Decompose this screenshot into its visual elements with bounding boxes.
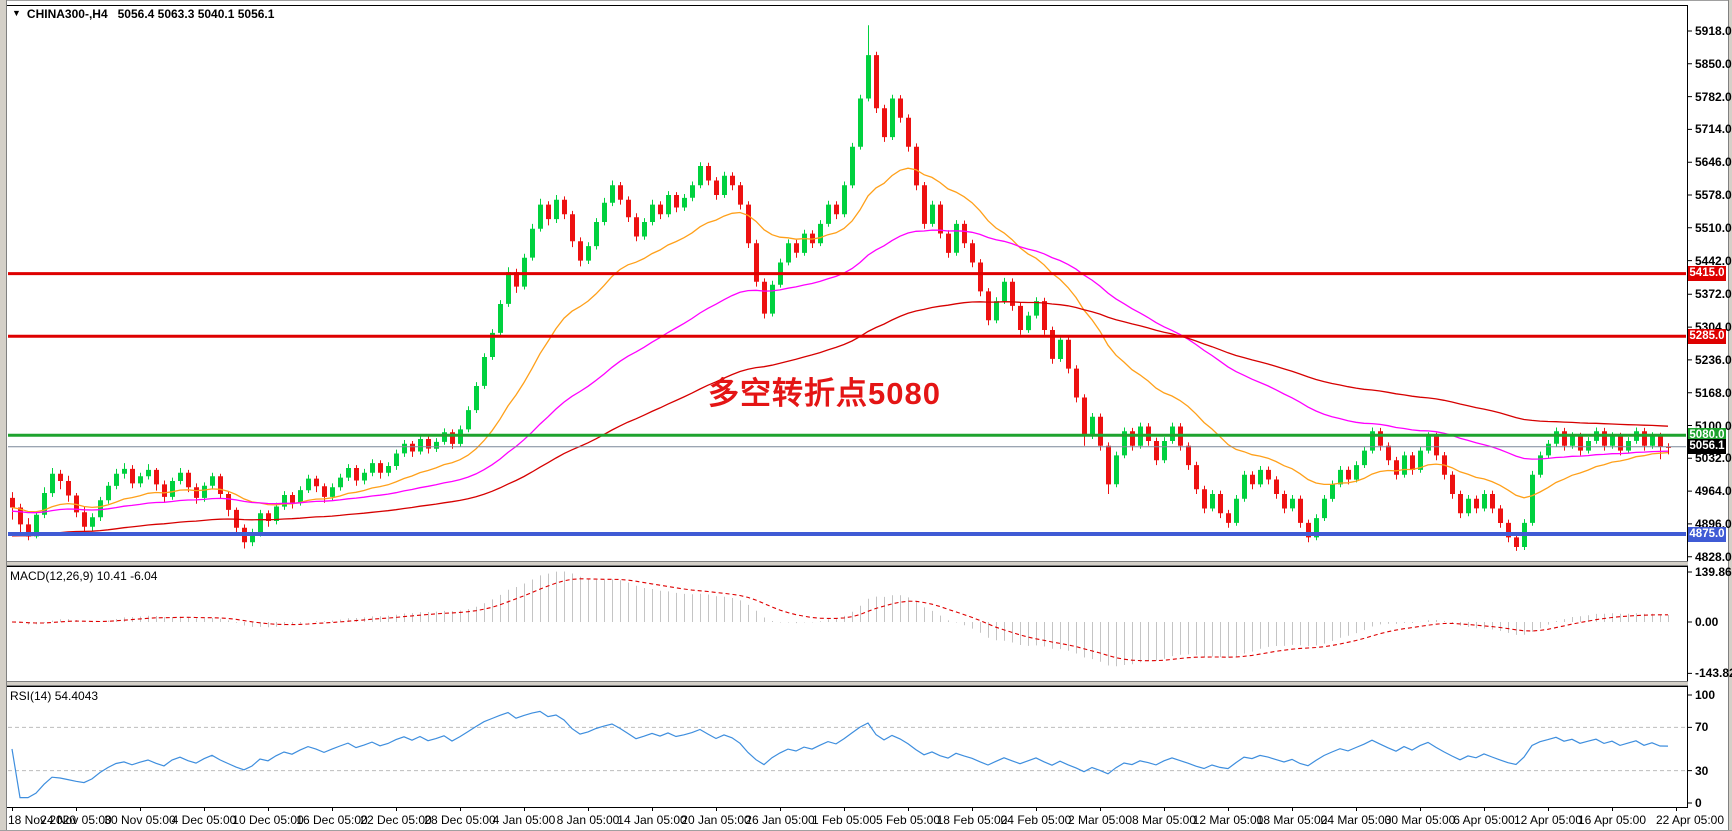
date-label: 4 Dec 05:00 [171,813,237,827]
price-tick-label: 5236.0 [1695,352,1732,367]
macd-name: MACD(12,26,9) [10,569,94,583]
price-level-tag: 5415.0 [1688,266,1726,282]
ohlc-quote: 5056.4 5063.3 5040.1 5056.1 [117,7,275,21]
chart-title: ▼ CHINA300-,H4 5056.4 5063.3 5040.1 5056.1 [12,7,274,21]
date-label: 30 Mar 05:00 [1384,813,1456,827]
date-label: 2 Mar 05:00 [1067,813,1133,827]
price-tick-label: 5372.0 [1695,287,1732,302]
price-tick-label: 5918.0 [1695,24,1732,38]
price-tick-label: 5714.0 [1695,122,1732,137]
price-tick-label: 5782.0 [1695,89,1732,104]
price-tick-label: 5032.0 [1695,451,1732,466]
date-label: 22 Dec 05:00 [360,813,432,827]
macd-indicator-label: MACD(12,26,9) 10.41 -6.04 [10,569,157,583]
price-tick-label: 5578.0 [1695,187,1732,202]
window-left-gutter [0,0,7,831]
symbol-timeframe: CHINA300-,H4 [26,7,108,21]
price-tick-label: 5850.0 [1695,56,1732,71]
rsi-panel[interactable] [7,686,1688,808]
price-tick-label: 5168.0 [1695,385,1732,400]
date-label: 16 Dec 05:00 [296,813,368,827]
date-label: 5 Feb 05:00 [875,813,941,827]
date-label: 22 Apr 05:00 [1655,813,1724,827]
rsi-name: RSI(14) [10,689,52,703]
rsi-tick-label: 0 [1695,796,1702,810]
chevron-down-icon[interactable]: ▼ [12,8,21,18]
date-label: 8 Jan 05:00 [556,813,620,827]
date-label: 14 Jan 05:00 [617,813,687,827]
current-price-tag: 5056.1 [1688,439,1726,455]
date-label: 10 Dec 05:00 [232,813,304,827]
date-label: 1 Feb 05:00 [811,813,877,827]
date-label: 24 Feb 05:00 [1000,813,1072,827]
date-label: 18 Feb 05:00 [936,813,1008,827]
macd-tick-label: 139.86 [1695,565,1732,579]
rsi-value: 54.4043 [54,689,99,703]
rsi-tick-label: 30 [1695,763,1709,778]
date-label: 12 Apr 05:00 [1513,813,1583,827]
date-label: 26 Jan 05:00 [745,813,815,827]
price-level-tag: 5285.0 [1688,328,1726,344]
date-label: 6 Apr 05:00 [1453,813,1515,827]
date-label: 18 Mar 05:00 [1256,813,1328,827]
macd-main-value: 10.41 [96,569,127,583]
date-label: 12 Mar 05:00 [1192,813,1264,827]
rsi-indicator-label: RSI(14) 54.4043 [10,689,98,703]
rsi-tick-label: 70 [1695,720,1709,735]
chart-annotation-text: 多空转折点5080 [708,376,941,412]
date-label: 20 Jan 05:00 [681,813,751,827]
price-chart-panel[interactable] [7,5,1688,562]
macd-tick-label: -143.82 [1695,666,1732,681]
price-tick-label: 5510.0 [1695,220,1732,235]
price-tick-label: 4964.0 [1695,484,1732,499]
date-label: 24 Mar 05:00 [1320,813,1392,827]
time-axis[interactable]: 18 Nov 2020 24 Nov 05:00 30 Nov 05:00 4 Dec… [0,808,1728,830]
price-tick-label: 5442.0 [1695,253,1732,268]
price-level-tag: 5080.0 [1688,427,1726,443]
price-level-tag: 4875.0 [1688,526,1726,542]
date-label: 4 Jan 05:00 [492,813,556,827]
price-tick-label: 4828.0 [1695,549,1732,564]
macd-signal-value: -6.04 [130,569,158,583]
price-tick-label: 5646.0 [1695,155,1732,170]
date-label: 28 Dec 05:00 [424,813,496,827]
date-label: 30 Nov 05:00 [104,813,176,827]
window-top-edge [0,0,1732,1]
window-right-edge [1728,0,1732,831]
macd-panel[interactable] [7,566,1688,682]
date-label: 16 Apr 05:00 [1577,813,1647,827]
date-label: 8 Mar 05:00 [1131,813,1197,827]
date-label: 24 Nov 05:00 [40,813,112,827]
price-axis[interactable] [1688,1,1728,808]
date-label: 18 Nov 2020 [8,813,77,827]
macd-tick-label: 0.00 [1695,615,1719,629]
rsi-tick-label: 100 [1695,688,1716,702]
